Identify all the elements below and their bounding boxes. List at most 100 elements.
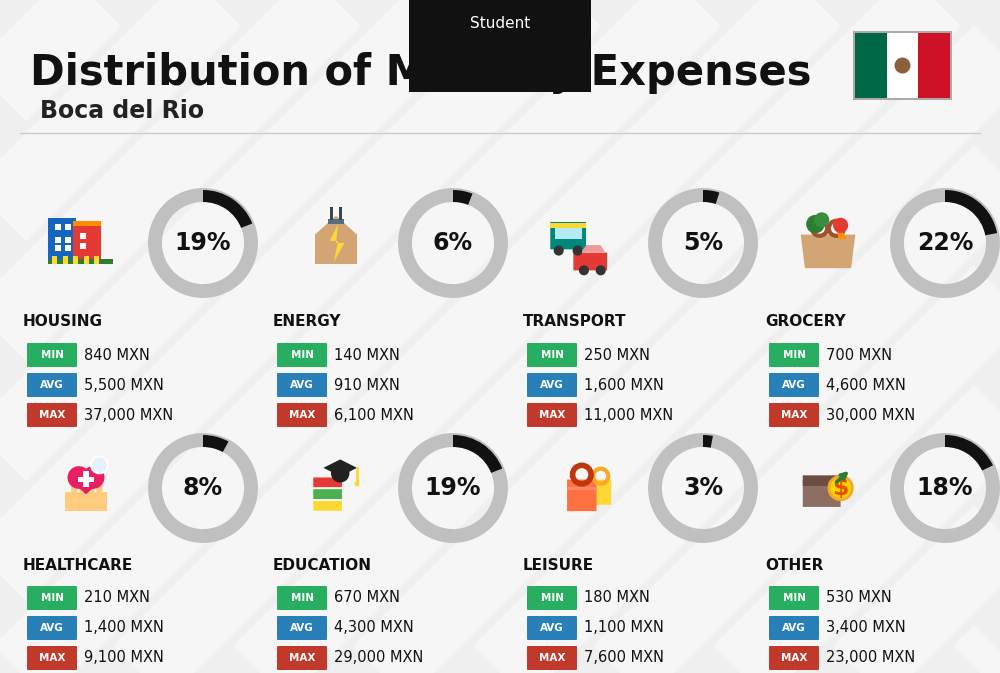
Text: AVG: AVG — [540, 380, 564, 390]
FancyBboxPatch shape — [550, 222, 586, 249]
Wedge shape — [703, 190, 719, 204]
FancyBboxPatch shape — [27, 373, 77, 397]
FancyBboxPatch shape — [590, 480, 611, 505]
FancyBboxPatch shape — [27, 616, 77, 640]
Text: 19%: 19% — [425, 476, 481, 500]
FancyBboxPatch shape — [769, 586, 819, 610]
Text: 180 MXN: 180 MXN — [584, 590, 650, 606]
Polygon shape — [330, 224, 344, 262]
FancyBboxPatch shape — [27, 403, 77, 427]
Polygon shape — [582, 245, 605, 252]
Text: ENERGY: ENERGY — [273, 314, 342, 328]
Text: 1,400 MXN: 1,400 MXN — [84, 621, 164, 635]
Polygon shape — [323, 460, 357, 476]
Text: 4,300 MXN: 4,300 MXN — [334, 621, 414, 635]
Circle shape — [68, 466, 90, 489]
Bar — [73, 226, 101, 264]
Polygon shape — [68, 479, 104, 494]
Text: MAX: MAX — [39, 653, 65, 663]
Polygon shape — [315, 216, 357, 264]
Bar — [54, 237, 61, 243]
FancyBboxPatch shape — [769, 403, 819, 427]
Polygon shape — [801, 235, 855, 269]
Text: 37,000 MXN: 37,000 MXN — [84, 407, 173, 423]
Circle shape — [895, 57, 910, 73]
FancyBboxPatch shape — [313, 489, 342, 499]
Text: 30,000 MXN: 30,000 MXN — [826, 407, 915, 423]
FancyBboxPatch shape — [527, 646, 577, 670]
FancyBboxPatch shape — [769, 616, 819, 640]
Text: AVG: AVG — [40, 623, 64, 633]
Bar — [78, 477, 94, 482]
Bar — [54, 245, 61, 252]
Text: 19%: 19% — [175, 231, 231, 255]
Text: MAX: MAX — [39, 410, 65, 420]
FancyBboxPatch shape — [277, 373, 327, 397]
Bar — [339, 207, 342, 220]
FancyBboxPatch shape — [527, 343, 577, 367]
Circle shape — [596, 265, 606, 275]
Text: $: $ — [832, 476, 849, 499]
Bar — [567, 487, 596, 490]
Polygon shape — [65, 492, 107, 511]
FancyBboxPatch shape — [27, 586, 77, 610]
Circle shape — [554, 246, 564, 256]
Text: 250 MXN: 250 MXN — [584, 347, 650, 363]
Text: 5%: 5% — [683, 231, 723, 255]
Bar — [84, 256, 89, 264]
Text: 8%: 8% — [183, 476, 223, 500]
Text: MIN: MIN — [290, 593, 314, 603]
Text: AVG: AVG — [40, 380, 64, 390]
Wedge shape — [453, 190, 473, 205]
Text: AVG: AVG — [782, 380, 806, 390]
Text: 210 MXN: 210 MXN — [84, 590, 150, 606]
FancyBboxPatch shape — [80, 484, 86, 493]
Text: AVG: AVG — [290, 380, 314, 390]
Text: 910 MXN: 910 MXN — [334, 378, 400, 392]
Bar — [80, 232, 86, 239]
Circle shape — [354, 481, 360, 487]
Text: TRANSPORT: TRANSPORT — [523, 314, 626, 328]
Bar — [48, 259, 113, 264]
Text: MAX: MAX — [289, 410, 315, 420]
Bar — [73, 221, 101, 226]
FancyBboxPatch shape — [527, 373, 577, 397]
Text: 3%: 3% — [683, 476, 723, 500]
FancyBboxPatch shape — [527, 403, 577, 427]
Text: MAX: MAX — [781, 653, 807, 663]
Circle shape — [579, 265, 589, 275]
Text: LEISURE: LEISURE — [523, 557, 594, 573]
Text: MIN: MIN — [782, 350, 806, 360]
Text: AVG: AVG — [540, 623, 564, 633]
Text: 3,400 MXN: 3,400 MXN — [826, 621, 906, 635]
Text: Distribution of Monthly Expenses: Distribution of Monthly Expenses — [30, 52, 812, 94]
Text: GROCERY: GROCERY — [765, 314, 846, 328]
Text: 140 MXN: 140 MXN — [334, 347, 400, 363]
Text: MIN: MIN — [782, 593, 806, 603]
Wedge shape — [203, 435, 229, 452]
Bar — [65, 237, 71, 243]
Text: 700 MXN: 700 MXN — [826, 347, 892, 363]
Wedge shape — [203, 190, 252, 228]
Bar — [63, 256, 68, 264]
Text: MAX: MAX — [539, 653, 565, 663]
Polygon shape — [834, 218, 847, 239]
Text: 1,600 MXN: 1,600 MXN — [584, 378, 664, 392]
Bar — [550, 223, 586, 228]
Circle shape — [82, 466, 104, 489]
FancyBboxPatch shape — [96, 484, 102, 493]
Text: 23,000 MXN: 23,000 MXN — [826, 651, 915, 666]
Bar — [65, 224, 71, 230]
Circle shape — [814, 213, 829, 227]
Text: 18%: 18% — [917, 476, 973, 500]
FancyBboxPatch shape — [27, 343, 77, 367]
Bar — [83, 471, 89, 487]
Bar — [52, 256, 57, 264]
Text: 29,000 MXN: 29,000 MXN — [334, 651, 423, 666]
FancyBboxPatch shape — [277, 646, 327, 670]
Text: MIN: MIN — [290, 350, 314, 360]
Text: 9,100 MXN: 9,100 MXN — [84, 651, 164, 666]
FancyBboxPatch shape — [277, 343, 327, 367]
Text: 670 MXN: 670 MXN — [334, 590, 400, 606]
FancyBboxPatch shape — [769, 373, 819, 397]
